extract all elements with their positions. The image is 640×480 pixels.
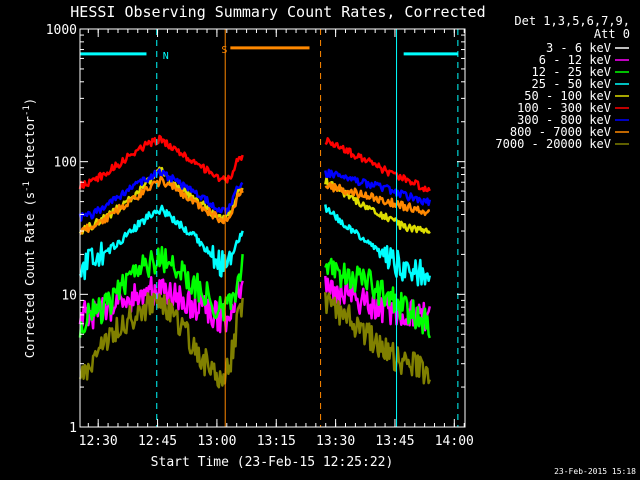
y-axis-label-sup: -1 (22, 181, 32, 192)
series-line-segment (78, 292, 244, 389)
series-line-segment (324, 181, 431, 217)
flag-label: S (221, 45, 227, 56)
y-axis-label: Corrected Count Rate (s-1 detector-1) (22, 98, 37, 358)
legend-label: 100 - 300 keV (517, 101, 611, 115)
flag-layer: NS (79, 29, 459, 427)
series-line-segment (78, 134, 244, 190)
series-line-segment (79, 175, 244, 236)
legend-label: 800 - 7000 keV (510, 125, 611, 139)
y-axis-label-part: detector (23, 116, 37, 181)
legend-label: 50 - 100 keV (524, 89, 611, 103)
series-12-25-kev (78, 245, 431, 339)
legend-entry: 300 - 800 keV (517, 113, 629, 127)
series-line-segment (78, 166, 244, 235)
x-axis-label: Start Time (23-Feb-15 12:25:22) (151, 455, 394, 470)
x-tick-label: 14:00 (435, 434, 474, 449)
legend-entry: 50 - 100 keV (524, 89, 629, 103)
legend-entry: 7000 - 20000 keV (495, 137, 629, 151)
y-axis-label-part: Corrected Count Rate (s (23, 192, 37, 358)
legend-header: Det 1,3,5,6,7,9, (514, 14, 630, 28)
legend-label: 7000 - 20000 keV (495, 137, 611, 151)
series-7000-20000-kev (78, 292, 431, 389)
series-line-segment (324, 292, 431, 385)
data-layer (78, 134, 432, 429)
footer-timestamp: 23-Feb-2015 15:18 (554, 467, 636, 476)
x-tick-label: 13:30 (316, 434, 355, 449)
series-100-300-kev (78, 134, 431, 193)
legend-header-attenuator: Att 0 (594, 27, 630, 41)
series-line-segment (324, 291, 430, 429)
flag-n: N (79, 29, 459, 427)
series-line-segment (324, 168, 432, 207)
legend-entry: 12 - 25 keV (532, 65, 629, 79)
flag-label: N (163, 51, 169, 62)
legend-entry: 100 - 300 keV (517, 101, 629, 115)
legend-label: 25 - 50 keV (532, 77, 611, 91)
legend-label: 6 - 12 keV (539, 53, 611, 67)
y-axis-label-sup: -1 (22, 105, 32, 116)
series-25-50-kev (78, 204, 432, 287)
legend-entry: 800 - 7000 keV (510, 125, 629, 139)
series-line-segment (324, 204, 432, 287)
series-800-7000-kev (79, 175, 431, 236)
legend-entry: 25 - 50 keV (532, 77, 629, 91)
flag-s: S (221, 29, 322, 427)
x-tick-label: 12:30 (79, 434, 118, 449)
y-tick-label: 10 (61, 288, 77, 303)
series-line-segment (78, 204, 244, 281)
legend-label: 12 - 25 keV (532, 65, 611, 79)
series-line-segment (78, 276, 244, 334)
y-tick-label: 100 (54, 156, 77, 171)
legend-entry: 3 - 6 keV (546, 41, 629, 55)
legend-entry: 6 - 12 keV (539, 53, 629, 67)
legend-label: 3 - 6 keV (546, 41, 611, 55)
y-axis-label-part: ) (23, 98, 37, 105)
plot-frame (79, 28, 466, 428)
legend-label: 300 - 800 keV (517, 113, 611, 127)
x-tick-label: 13:15 (257, 434, 296, 449)
y-tick-label: 1000 (46, 23, 77, 38)
x-tick-label: 13:00 (197, 434, 236, 449)
x-tick-label: 13:45 (375, 434, 414, 449)
chart-title: HESSI Observing Summary Count Rates, Cor… (70, 3, 485, 21)
x-tick-label: 12:45 (138, 434, 177, 449)
y-tick-label: 1 (69, 421, 77, 436)
series-line-segment (324, 257, 431, 339)
series-line-segment (78, 245, 244, 338)
axis-ticks: 12:30 12:45 13:00 13:15 13:30 13:45 14:00 1 10 10… (46, 23, 474, 449)
series-line-segment (324, 137, 431, 193)
